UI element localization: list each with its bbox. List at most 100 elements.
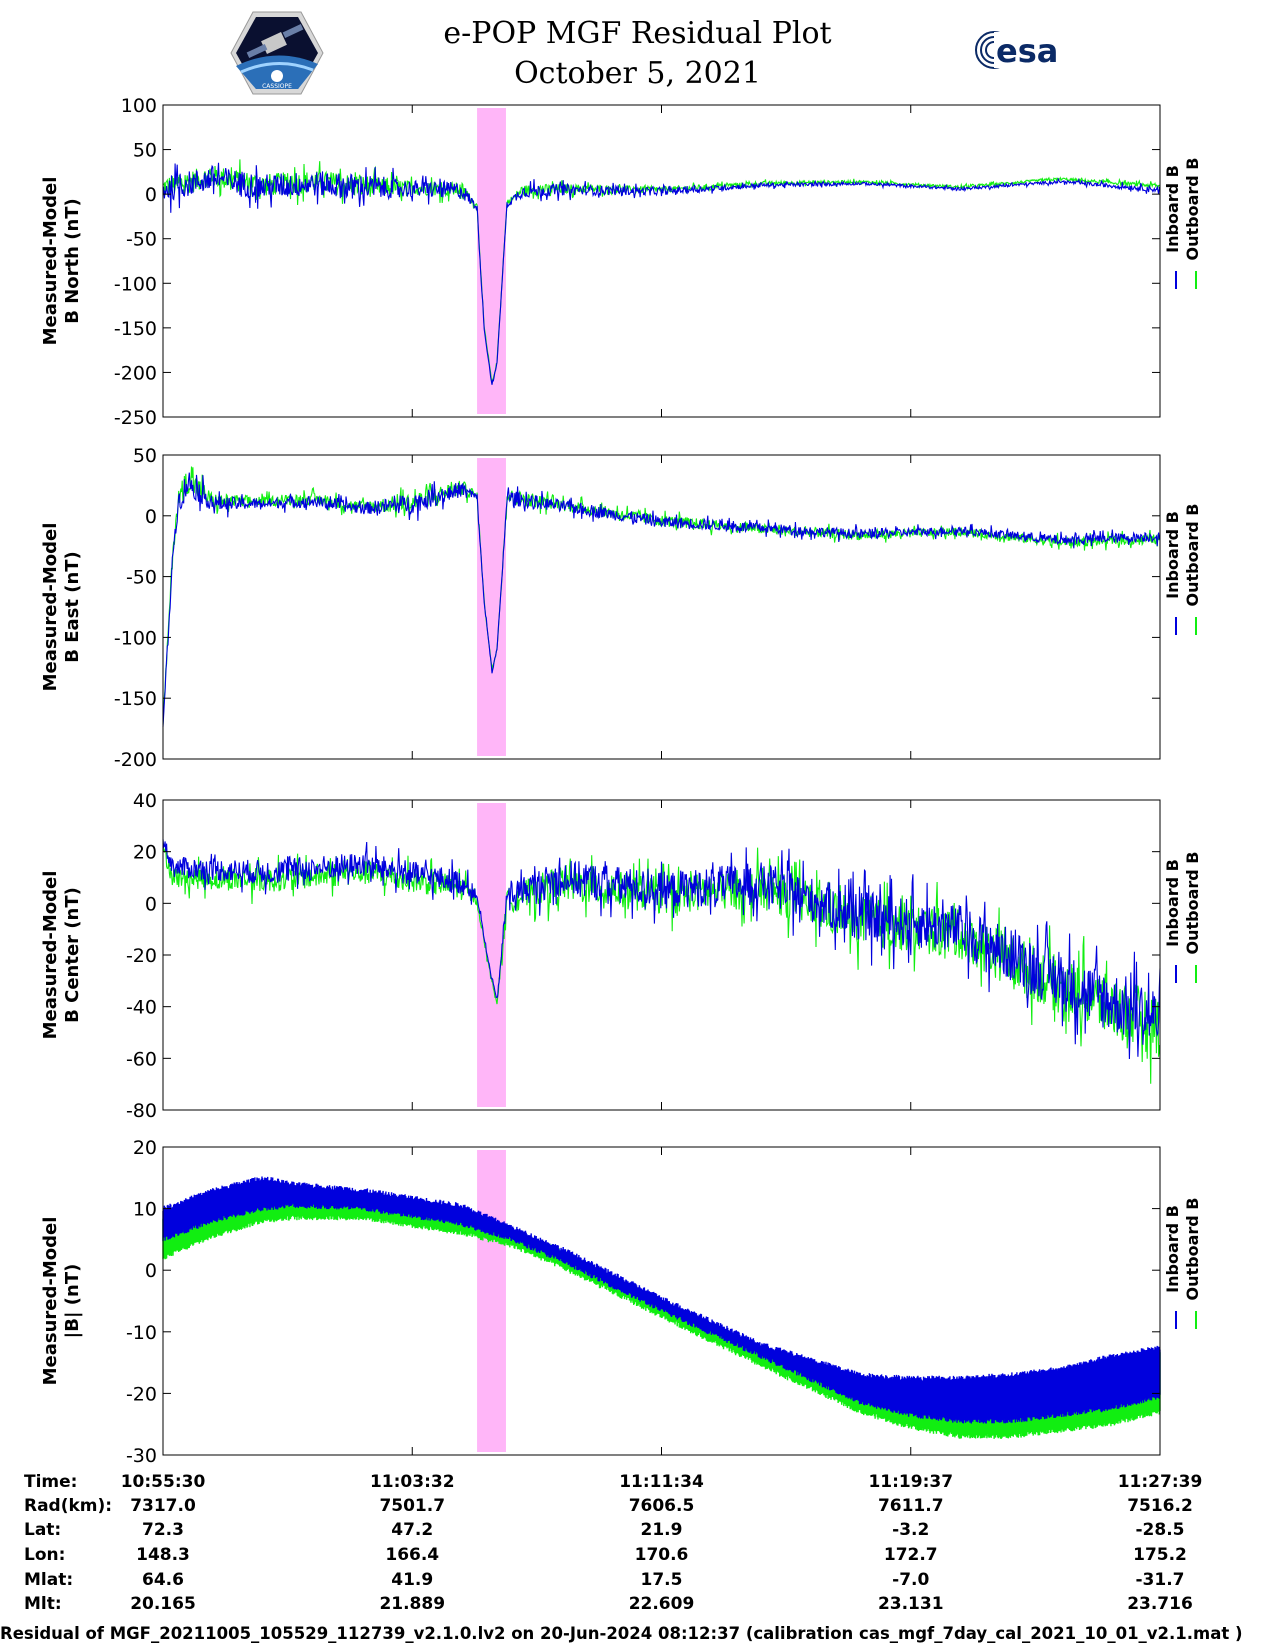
ephemeris-cell: 21.9 — [641, 1520, 683, 1540]
ephemeris-cell: 7516.2 — [1127, 1496, 1193, 1516]
y-tick-label: -200 — [114, 362, 157, 384]
y-tick-label: 50 — [133, 445, 157, 467]
y-tick-label: -50 — [126, 567, 157, 589]
y-tick-label: -150 — [114, 688, 157, 710]
y-tick-label: 40 — [133, 790, 157, 812]
ephemeris-cell: 20.165 — [130, 1594, 196, 1614]
ephemeris-cell: 175.2 — [1133, 1545, 1187, 1565]
ephemeris-label: Time: — [24, 1472, 77, 1492]
ephemeris-cell: 23.716 — [1127, 1594, 1193, 1614]
ephemeris-cell: 11:19:37 — [868, 1472, 953, 1492]
y-axis-label-line: |B| (nT) — [62, 1264, 83, 1339]
legend-outboard-label: Outboard B — [1183, 1198, 1202, 1301]
y-tick-label: -20 — [126, 945, 157, 967]
y-axis-label-line: Measured-Model — [40, 523, 61, 692]
ephemeris-cell: 170.6 — [635, 1545, 689, 1565]
y-axis-label-line: Measured-Model — [40, 1217, 61, 1386]
series-outboard — [162, 159, 1161, 384]
cassiope-logo-text: CASSIOPE — [262, 83, 292, 90]
legend: Inboard B Outboard B — [1163, 158, 1202, 289]
ephemeris-cell: 22.609 — [629, 1594, 695, 1614]
y-axis-label-line: B Center (nT) — [62, 887, 83, 1023]
y-tick-label: 50 — [133, 140, 157, 162]
series-inboard — [162, 162, 1161, 385]
ephemeris-cell: 172.7 — [884, 1545, 938, 1565]
cassiope-logo: CASSIOPE — [230, 11, 324, 95]
legend-outboard-label: Outboard B — [1183, 852, 1202, 955]
ephemeris-cell: 10:55:30 — [121, 1472, 206, 1492]
ephemeris-cell: 47.2 — [391, 1520, 433, 1540]
y-axis-label: Measured-ModelB East (nT) — [40, 523, 83, 692]
y-tick-label: 100 — [121, 95, 157, 117]
chart-title: e-POP MGF Residual Plot October 5, 2021 — [0, 14, 1275, 94]
y-tick-label: 10 — [133, 1199, 157, 1221]
highlight-band — [477, 458, 506, 756]
y-tick-label: -60 — [126, 1048, 157, 1070]
y-tick-label: -40 — [126, 997, 157, 1019]
legend-outboard-label: Outboard B — [1183, 158, 1202, 261]
ephemeris-cell: 11:11:34 — [619, 1472, 704, 1492]
ephemeris-cell: 72.3 — [142, 1520, 184, 1540]
y-tick-label: 0 — [145, 893, 157, 915]
y-axis-label: Measured-ModelB North (nT) — [40, 177, 83, 346]
ephemeris-cell: 21.889 — [379, 1594, 445, 1614]
y-tick-label: 0 — [145, 184, 157, 206]
ephemeris-cell: 148.3 — [136, 1545, 190, 1565]
ephemeris-cell: -7.0 — [892, 1570, 929, 1590]
esa-logo: esa — [975, 31, 1058, 70]
legend-inboard-label: Inboard B — [1163, 1205, 1182, 1293]
ephemeris-cell: 64.6 — [142, 1570, 184, 1590]
y-axis-label-line: Measured-Model — [40, 871, 61, 1040]
panel-2: 50 0 -50 -100 -150 -200 Measured-ModelB East (… — [40, 445, 1202, 771]
ephemeris-cell: 166.4 — [385, 1545, 439, 1565]
ephemeris-label: Lon: — [24, 1545, 65, 1565]
y-tick-label: 20 — [133, 1137, 157, 1159]
ephemeris-cell: 7501.7 — [379, 1496, 445, 1516]
y-tick-label: -80 — [126, 1100, 157, 1122]
legend-inboard-label: Inboard B — [1163, 859, 1182, 947]
series-inboard — [162, 472, 1161, 727]
ephemeris-label: Lat: — [24, 1520, 61, 1540]
ephemeris-cell: 23.131 — [878, 1594, 944, 1614]
y-axis-label-line: Measured-Model — [40, 177, 61, 346]
legend: Inboard B Outboard B — [1163, 852, 1202, 983]
legend-inboard-label: Inboard B — [1163, 511, 1182, 599]
series-inboard — [162, 1176, 1161, 1424]
legend: Inboard B Outboard B — [1163, 1198, 1202, 1329]
y-tick-label: -100 — [114, 627, 157, 649]
y-tick-label: -250 — [114, 407, 157, 429]
ephemeris-cell: 7317.0 — [130, 1496, 196, 1516]
panel-3: 40 20 0 -20 -40 -60 -80 Measured-ModelB Center … — [40, 790, 1202, 1122]
y-tick-label: -50 — [126, 229, 157, 251]
highlight-band — [477, 108, 506, 414]
panel-1: 100 50 0 -50 -100 -150 -200 -250 Measured-ModelB… — [40, 95, 1202, 429]
footer-caption: Residual of MGF_20211005_105529_112739_v… — [0, 1624, 1243, 1643]
y-tick-label: -150 — [114, 318, 157, 340]
y-tick-label: 20 — [133, 842, 157, 864]
legend: Inboard B Outboard B — [1163, 504, 1202, 635]
ephemeris-cell: 11:03:32 — [370, 1472, 455, 1492]
ephemeris-cell: -31.7 — [1136, 1570, 1185, 1590]
y-axis-label: Measured-ModelB Center (nT) — [40, 871, 83, 1040]
y-tick-label: -30 — [126, 1445, 157, 1467]
y-tick-label: 0 — [145, 1260, 157, 1282]
panel-frame — [162, 104, 1161, 418]
y-axis-label-line: B East (nT) — [62, 551, 83, 663]
esa-logo-text: esa — [996, 32, 1058, 70]
y-tick-label: 0 — [145, 506, 157, 528]
ephemeris-label: Mlat: — [24, 1570, 73, 1590]
series-inboard — [162, 838, 1161, 1060]
highlight-band — [477, 1150, 506, 1452]
panel-4: 20 10 0 -10 -20 -30 Measured-Model|B| (nT) Inbo… — [40, 1137, 1202, 1467]
ephemeris-cell: 17.5 — [641, 1570, 683, 1590]
ephemeris-label: Mlt: — [24, 1594, 62, 1614]
y-tick-label: -10 — [126, 1322, 157, 1344]
legend-inboard-label: Inboard B — [1163, 165, 1182, 253]
y-axis-label-line: B North (nT) — [62, 198, 83, 324]
y-tick-label: -20 — [126, 1383, 157, 1405]
ephemeris-cell: 11:27:39 — [1118, 1472, 1203, 1492]
y-axis-label: Measured-Model|B| (nT) — [40, 1217, 83, 1386]
ephemeris-cell: -28.5 — [1136, 1520, 1185, 1540]
legend-outboard-label: Outboard B — [1183, 504, 1202, 607]
ephemeris-cell: 7606.5 — [629, 1496, 695, 1516]
